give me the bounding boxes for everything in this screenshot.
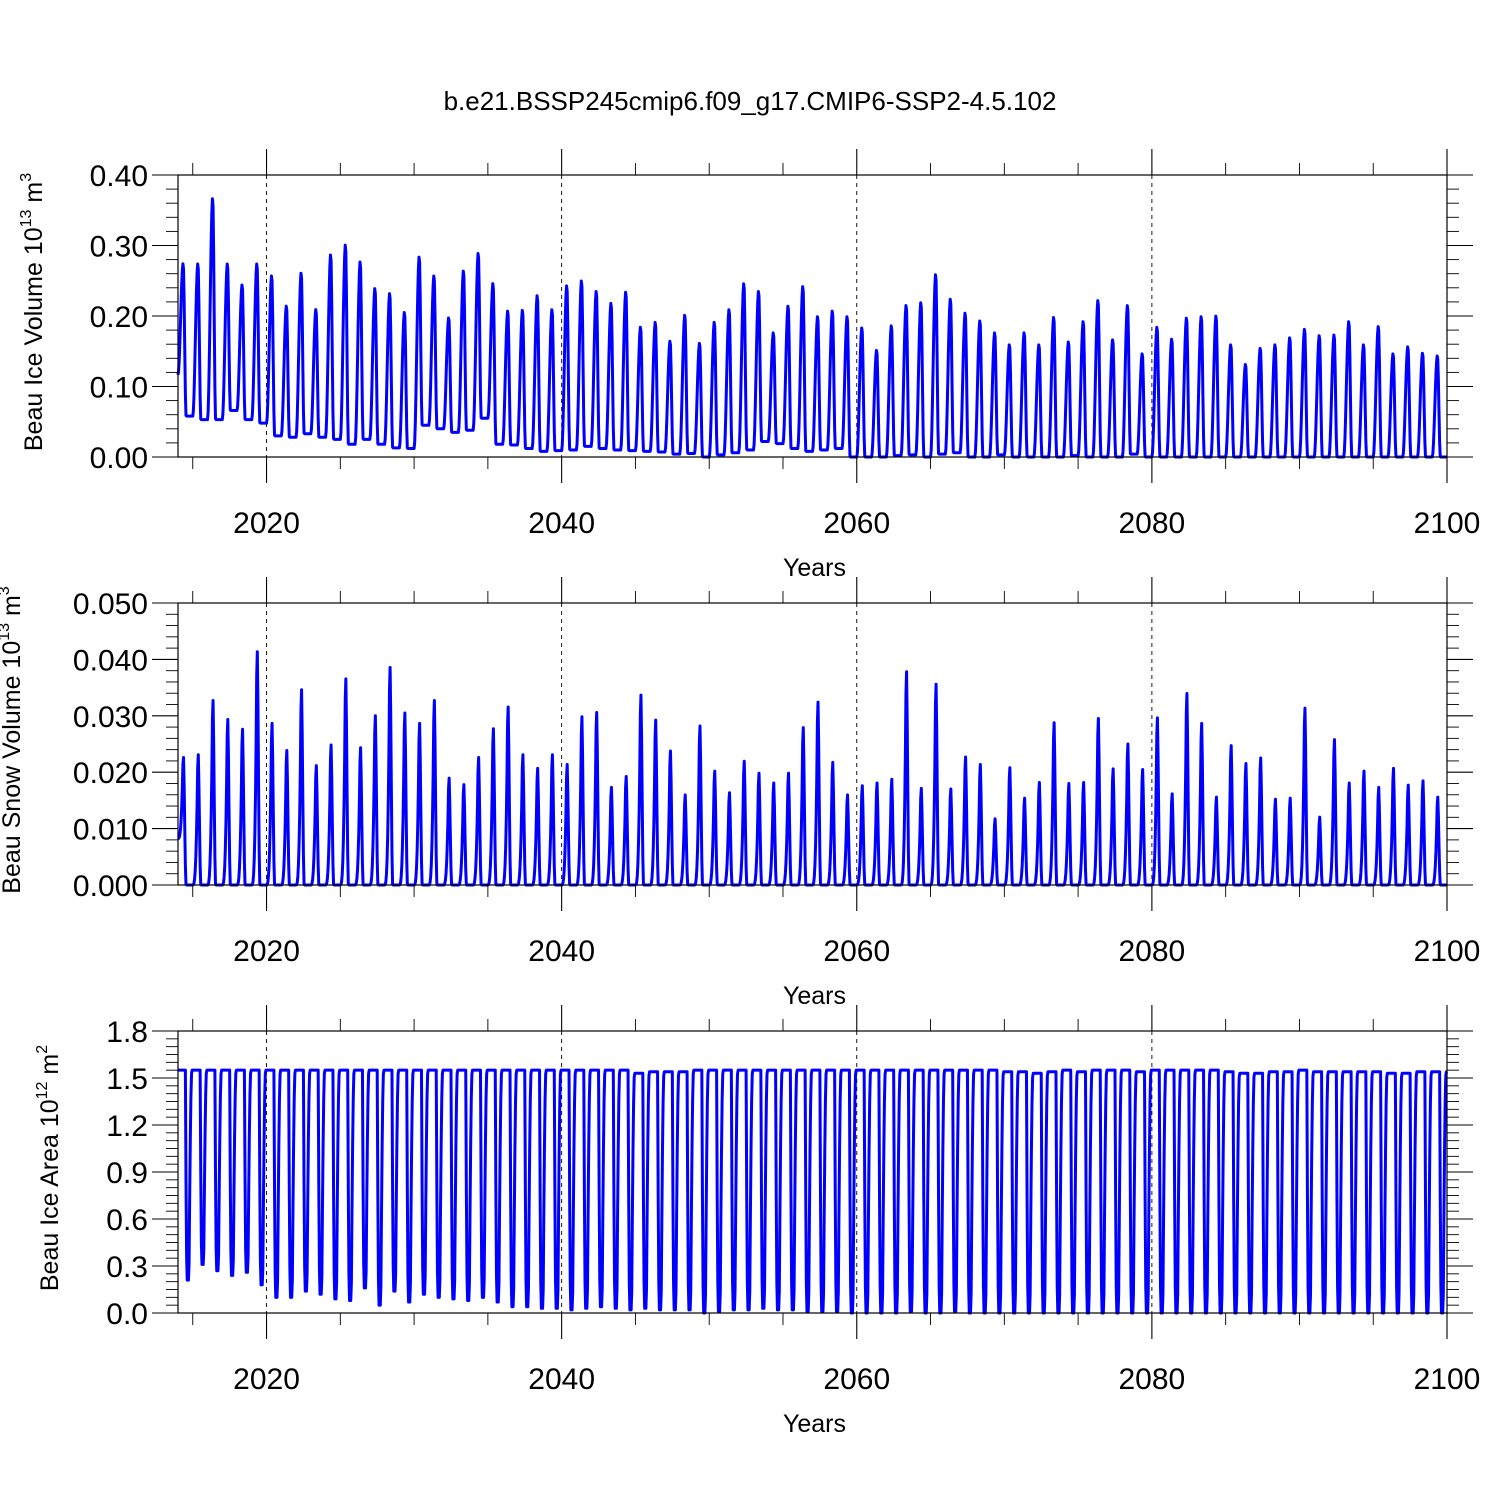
y-axis-title-part: m (20, 182, 48, 210)
y-tick-label: 0.3 (106, 1251, 148, 1284)
x-tick-label: 2100 (1414, 1363, 1481, 1396)
plot-frame (177, 602, 1448, 886)
y-axis-title-superscript: 3 (18, 173, 35, 182)
y-axis-title-superscript: 12 (34, 1081, 51, 1099)
y-axis-title-superscript: 13 (18, 209, 35, 227)
x-tick-label: 2020 (233, 1363, 300, 1396)
x-tick-label: 2080 (1119, 507, 1186, 540)
x-tick-label: 2060 (823, 935, 890, 968)
x-tick-label: 2060 (823, 507, 890, 540)
x-tick-label: 2080 (1119, 1363, 1186, 1396)
x-tick-label: 2100 (1414, 935, 1481, 968)
x-tick-label: 2040 (528, 507, 595, 540)
y-axis-title-superscript: 3 (0, 586, 13, 595)
y-tick-label: 0.010 (73, 814, 148, 847)
y-tick-label: 0.40 (90, 160, 148, 193)
panels: 0.00 0.10 0.20 0.30 0.40 2020 2040 2060 2080 2100… (0, 149, 1480, 1438)
y-axis-title-superscript: 13 (0, 623, 13, 641)
y-tick-label: 0.020 (73, 757, 148, 790)
y-axis-title-part: m (0, 595, 26, 623)
y-tick-label: 0.30 (90, 231, 148, 264)
y-axis-title-part: Beau Snow Volume 10 (0, 641, 26, 894)
x-tick-label: 2020 (233, 935, 300, 968)
x-axis-title: Years (783, 1410, 846, 1438)
x-axis-title: Years (783, 554, 846, 582)
y-axis-title-part: m (36, 1054, 64, 1082)
x-tick-label: 2040 (528, 1363, 595, 1396)
y-tick-label: 0.000 (73, 870, 148, 903)
x-tick-label: 2080 (1119, 935, 1186, 968)
panel-1: 0.00 0.10 0.20 0.30 0.40 2020 2040 2060 2080 2100… (18, 149, 1480, 582)
y-tick-label: 0.9 (106, 1157, 148, 1190)
y-tick-label: 0.030 (73, 701, 148, 734)
x-tick-label: 2100 (1414, 507, 1481, 540)
y-tick-label: 0.00 (90, 442, 148, 475)
y-axis-title-part: Beau Ice Volume 10 (20, 227, 48, 451)
y-tick-label: 0.6 (106, 1204, 148, 1237)
y-tick-label: 0.050 (73, 588, 148, 621)
y-axis-title: Beau Snow Volume 1013 m3 (0, 586, 26, 894)
y-axis-title-part: Beau Ice Area 10 (36, 1099, 64, 1291)
y-axis-title: Beau Ice Volume 1013 m3 (18, 173, 48, 451)
x-tick-label: 2040 (528, 935, 595, 968)
x-tick-label: 2020 (233, 507, 300, 540)
y-tick-label: 0.0 (106, 1298, 148, 1331)
y-axis-title: Beau Ice Area 1012 m2 (34, 1045, 64, 1291)
y-tick-label: 1.8 (106, 1016, 148, 1049)
panel-2: 0.000 0.010 0.020 0.030 0.040 0.050 2020 2040 20… (0, 577, 1480, 1010)
x-tick-label: 2060 (823, 1363, 890, 1396)
y-axis-title-superscript: 2 (34, 1045, 51, 1054)
panel-3: 0.0 0.3 0.6 0.9 1.2 1.5 1.8 2020 2040 2060 2080 210… (34, 1005, 1480, 1438)
x-axis-title: Years (783, 982, 846, 1010)
y-tick-label: 0.040 (73, 644, 148, 677)
figure-title: b.e21.BSSP245cmip6.f09_g17.CMIP6-SSP2-4.… (444, 86, 1057, 116)
y-tick-label: 0.10 (90, 372, 148, 405)
y-tick-label: 0.20 (90, 301, 148, 334)
y-tick-label: 1.2 (106, 1110, 148, 1143)
y-tick-label: 1.5 (106, 1063, 148, 1096)
